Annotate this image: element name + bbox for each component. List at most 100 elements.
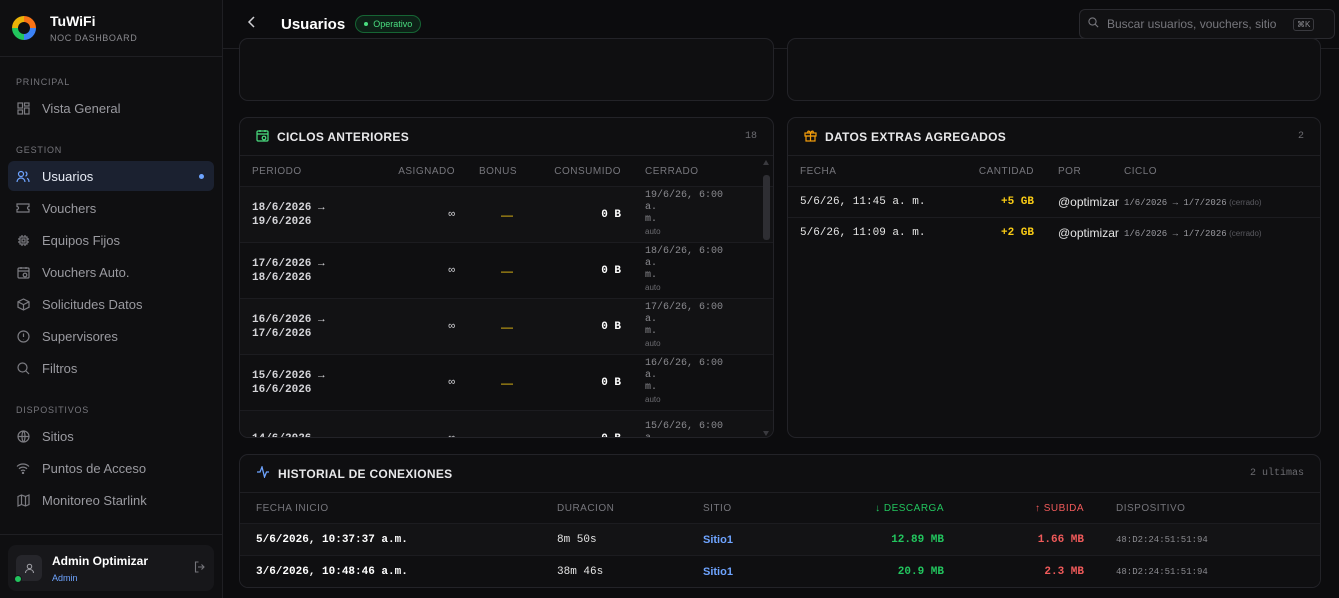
panel-count: 2 [1297,131,1304,142]
user-card[interactable]: Admin Optimizar Admin [8,545,214,591]
periodo-cell: 15/6/2026 → 16/6/2026 [252,369,325,396]
panel-top-right [787,38,1321,101]
periodo-cell: 16/6/2026 → 17/6/2026 [252,313,325,340]
table-header: FECHA INICIO DURACION SITIO ↓ DESCARGA ↑… [240,493,1320,523]
users-icon [16,169,30,183]
sidebar-item-filtros[interactable]: Filtros [8,353,214,383]
col-fecha-inicio: FECHA INICIO [256,502,329,514]
consumido-cell: 0 B [601,320,621,333]
status-badge: Operativo [355,15,422,33]
col-bonus: BONUS [478,165,517,177]
col-por: POR [1058,165,1082,177]
sidebar-item-label: Monitoreo Starlink [42,492,147,508]
historial-panel: HISTORIAL DE CONEXIONES 2 ultimas FECHA … [239,454,1321,588]
table-header: FECHA CANTIDAD POR CICLO [788,156,1320,186]
subida-cell: 1.66 MB [1037,533,1084,546]
sidebar-item-vouchers-auto[interactable]: Vouchers Auto. [8,257,214,287]
consumido-cell: 0 B [601,208,621,221]
sidebar-item-sitios[interactable]: Sitios [8,421,214,451]
sidebar-item-label: Usuarios [42,168,94,184]
col-fecha: FECHA [800,165,837,177]
package-icon [16,297,30,311]
table-row: 15/6/2026 → 16/6/2026 ∞ — 0 B 16/6/26, 6:00 a… [240,354,773,410]
fecha-cell: 5/6/26, 11:45 a. m. [800,196,926,208]
active-indicator [199,173,204,179]
col-descarga: ↓ DESCARGA [875,502,944,514]
sidebar-item-supervisores[interactable]: Supervisores [8,321,214,351]
sidebar-item-solicitudes-datos[interactable]: Solicitudes Datos [8,289,214,319]
globe-icon [16,429,30,443]
col-duracion: DURACION [557,502,615,514]
col-cerrado: CERRADO [645,165,699,177]
sidebar-item-vouchers[interactable]: Vouchers [8,193,214,223]
col-asignado: ASIGNADO [398,165,455,177]
sidebar-item-label: Sitios [42,428,74,444]
search-box[interactable]: ⌘K [1079,9,1335,39]
search-input[interactable] [1107,17,1287,31]
sidebar-item-label: Vista General [42,100,121,116]
table-row: 14/6/2026 →∞—0 B 15/6/26, 6:00 a.m. [240,410,773,438]
activity-icon [256,464,270,481]
table-row: 5/6/2026, 10:37:37 a.m. 8m 50s Sitio1 12.89… [240,523,1320,555]
periodo-cell: 17/6/2026 → 18/6/2026 [252,257,325,284]
duracion-cell: 8m 50s [557,533,597,546]
wifi-icon [16,461,30,475]
scrollbar-thumb[interactable] [763,175,770,240]
sidebar-item-puntos-de-acceso[interactable]: Puntos de Acceso [8,453,214,483]
descarga-cell: 20.9 MB [897,565,944,578]
panel-title: CICLOS ANTERIORES [277,129,409,144]
col-sitio: SITIO [703,502,732,514]
table-row: 17/6/2026 → 18/6/2026 ∞ — 0 B 18/6/26, 6:00 a… [240,242,773,298]
sidebar-item-label: Filtros [42,360,78,376]
sidebar-item-equipos-fijos[interactable]: Equipos Fijos [8,225,214,255]
sidebar: TuWiFi NOC DASHBOARD PRINCIPAL Vista Gen… [0,0,223,598]
bonus-cell: — [501,263,513,278]
cerrado-cell: 19/6/26, 6:00 a. m. auto [645,190,724,236]
consumido-cell: 0 B [517,433,621,438]
sidebar-item-usuarios[interactable]: Usuarios [8,161,214,191]
user-name: Admin Optimizar [52,553,149,568]
ticket-icon [16,201,30,215]
nav-section-gestion: GESTION [16,145,63,155]
scrollbar[interactable] [762,160,770,436]
col-ciclo: CICLO [1124,165,1158,177]
panel-top-left [239,38,774,101]
top-bar: Usuarios Operativo ⌘K [223,0,1339,49]
sidebar-item-label: Vouchers Auto. [42,264,130,280]
logout-icon[interactable] [194,560,206,576]
back-chevron-icon[interactable] [247,15,257,33]
fecha-inicio-cell: 5/6/2026, 10:37:37 a.m. [256,533,408,546]
ciclos-table-body: 18/6/2026 → 19/6/2026 ∞ —0 B 19/6/26, 6:00 a… [240,186,773,438]
shortcut-badge: ⌘K [1293,17,1315,31]
brand[interactable]: TuWiFi NOC DASHBOARD [0,0,222,57]
grid-icon [16,101,30,115]
sidebar-item-label: Vouchers [42,200,97,216]
calendar-clock-icon [256,129,269,145]
nav-section-dispositivos: DISPOSITIVOS [16,405,90,415]
chip-icon [16,233,30,247]
descarga-cell: 12.89 MB [891,533,944,546]
dispositivo-cell: 48:D2:24:51:51:94 [1116,534,1208,545]
sidebar-item-monitoreo-starlink[interactable]: Monitoreo Starlink [8,485,214,515]
por-cell: @optimizar [1058,195,1119,209]
bonus-cell: — [455,432,517,438]
historial-table-body: 5/6/2026, 10:37:37 a.m. 8m 50s Sitio1 12.89… [240,523,1320,587]
main-content: Usuarios Operativo ⌘K CICLOS ANTERIORES … [223,0,1339,598]
col-subida: ↑ SUBIDA [1034,502,1084,514]
por-cell: @optimizar [1058,226,1119,240]
subida-cell: 2.3 MB [1044,565,1084,578]
sidebar-item-label: Supervisores [42,328,118,344]
sitio-link[interactable]: Sitio1 [703,565,733,578]
dispositivo-cell: 48:D2:24:51:51:94 [1116,566,1208,577]
cerrado-cell: 18/6/26, 6:00 a. m. auto [645,246,724,292]
asignado-cell: ∞ [448,320,455,333]
consumido-cell: 0 B [601,376,621,389]
panel-header: CICLOS ANTERIORES 18 [240,118,773,156]
cantidad-cell: +5 GB [1000,196,1034,208]
sitio-link[interactable]: Sitio1 [703,533,733,546]
sidebar-item-vista-general[interactable]: Vista General [8,93,214,123]
periodo-cell: 18/6/2026 → 19/6/2026 [252,201,325,228]
user-section: Admin Optimizar Admin [0,534,222,598]
bonus-cell: — [501,207,513,222]
ciclo-cell: 1/6/2026 → 1/7/2026 (cerrado) [1124,228,1262,239]
